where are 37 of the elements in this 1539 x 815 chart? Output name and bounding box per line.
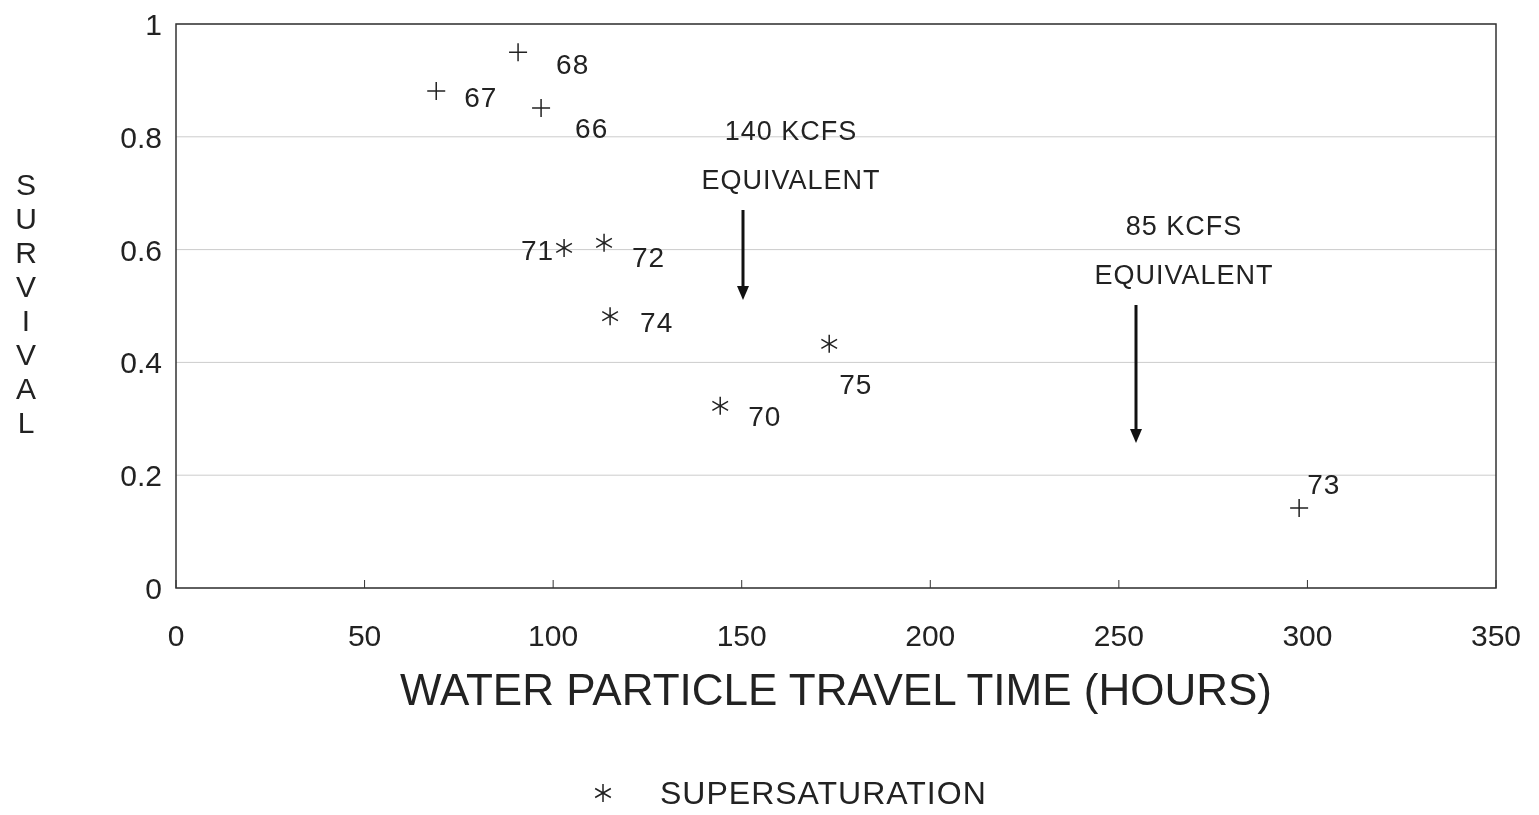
y-tick-label: 0.2 bbox=[120, 459, 162, 493]
y-tick-label: 0.6 bbox=[120, 233, 162, 267]
annotation: 71 bbox=[520, 234, 555, 266]
x-tick-label: 150 bbox=[716, 619, 767, 652]
x-axis-title: WATER PARTICLE TRAVEL TIME (HOURS) bbox=[400, 665, 1272, 714]
annotation: 70 bbox=[748, 400, 782, 432]
annotation: 68 bbox=[556, 49, 590, 81]
x-tick-label: 300 bbox=[1282, 619, 1333, 652]
point bbox=[595, 233, 613, 253]
y-tick-label: 1 bbox=[145, 8, 162, 41]
y-tick-label: 0.8 bbox=[120, 120, 162, 154]
annotation: 67 bbox=[464, 82, 498, 114]
annotation: 74 bbox=[640, 307, 674, 339]
point bbox=[1289, 498, 1309, 518]
y-axis-title: SURVIVAL bbox=[15, 168, 37, 439]
x-tick-label: 350 bbox=[1470, 619, 1522, 652]
annotation: 73 bbox=[1307, 468, 1341, 500]
point bbox=[601, 306, 619, 326]
y-tick-label: 0 bbox=[145, 572, 162, 605]
annotation: 72 bbox=[632, 241, 666, 273]
annotation: 140 KCFS EQUIVALENT bbox=[701, 116, 881, 195]
x-tick-label: 0 bbox=[167, 619, 185, 652]
x-tick-label: 50 bbox=[347, 619, 382, 652]
point bbox=[820, 334, 838, 354]
annotation: 66 bbox=[575, 113, 609, 145]
point bbox=[508, 42, 528, 62]
point bbox=[711, 396, 729, 416]
point bbox=[426, 81, 446, 101]
y-tick-label: 0.4 bbox=[120, 346, 162, 380]
legend-label: SUPERSATURATION bbox=[660, 775, 987, 811]
annotation: 75 bbox=[839, 368, 873, 400]
x-tick-label: 200 bbox=[905, 619, 956, 652]
point bbox=[555, 238, 573, 258]
x-tick-label: 250 bbox=[1093, 619, 1144, 652]
annotation: 85 KCFS EQUIVALENT bbox=[1094, 211, 1274, 290]
x-tick-label: 100 bbox=[528, 619, 579, 652]
point bbox=[531, 98, 551, 118]
